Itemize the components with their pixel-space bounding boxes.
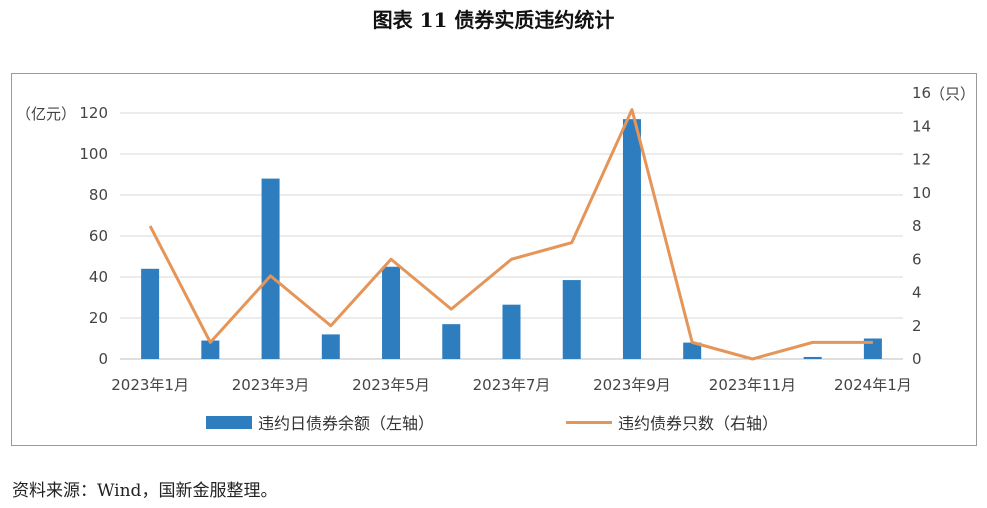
bar: [622, 119, 641, 360]
left-axis-tick-label: 40: [89, 268, 108, 286]
bar: [683, 342, 702, 359]
left-axis-tick-label: 20: [89, 309, 108, 327]
bar: [502, 304, 521, 359]
bar: [382, 266, 401, 359]
source-note: 资料来源：Wind，国新金服整理。: [12, 481, 278, 501]
bar: [201, 340, 220, 359]
bar: [562, 280, 581, 359]
left-axis-tick-label: 60: [89, 227, 108, 245]
chart-frame: [11, 73, 977, 446]
legend-bar-swatch: [206, 415, 252, 429]
right-axis-tick-label: 8: [912, 217, 922, 235]
right-axis-tick-label: 2: [912, 317, 922, 335]
x-axis-tick-label: 2023年3月: [232, 376, 310, 394]
figure-title: 图表 11 债券实质违约统计: [372, 8, 615, 32]
bar: [442, 324, 461, 359]
legend-bar-label: 违约日债券余额（左轴）: [258, 414, 435, 433]
bar: [261, 178, 280, 359]
x-axis-tick-label: 2023年7月: [473, 376, 551, 394]
right-axis-tick-label: 6: [912, 250, 922, 268]
right-axis-tick-label: 14: [912, 117, 931, 135]
x-axis-tick-label: 2024年1月: [834, 376, 912, 394]
left-axis-tick-label: 100: [79, 145, 108, 163]
right-axis-tick-label: 16: [912, 84, 931, 102]
right-axis-tick-label: 0: [912, 350, 922, 368]
right-axis-tick-label: 12: [912, 151, 931, 169]
left-axis-tick-label: 120: [79, 104, 108, 122]
legend-item-bars: 违约日债券余额（左轴）: [206, 410, 434, 434]
right-axis-tick-label: 10: [912, 184, 931, 202]
bar: [803, 356, 822, 359]
left-axis-tick-label: 80: [89, 186, 108, 204]
line-series: [148, 108, 873, 361]
legend-line-swatch: [566, 420, 612, 424]
legend-item-line: 违约债券只数（右轴）: [566, 410, 778, 434]
right-axis-unit: （只）: [930, 85, 975, 103]
right-axis-tick-label: 4: [912, 284, 922, 302]
bar: [141, 268, 160, 359]
x-axis-tick-label: 2023年11月: [709, 376, 796, 394]
x-axis-tick-label: 2023年9月: [593, 376, 671, 394]
legend-line-label: 违约债券只数（右轴）: [618, 414, 779, 433]
x-axis-tick-label: 2023年5月: [352, 376, 430, 394]
left-axis-tick-label: 0: [98, 350, 108, 368]
bar: [321, 334, 340, 359]
left-axis-unit: （亿元）: [16, 105, 76, 123]
x-axis-tick-label: 2023年1月: [111, 376, 189, 394]
